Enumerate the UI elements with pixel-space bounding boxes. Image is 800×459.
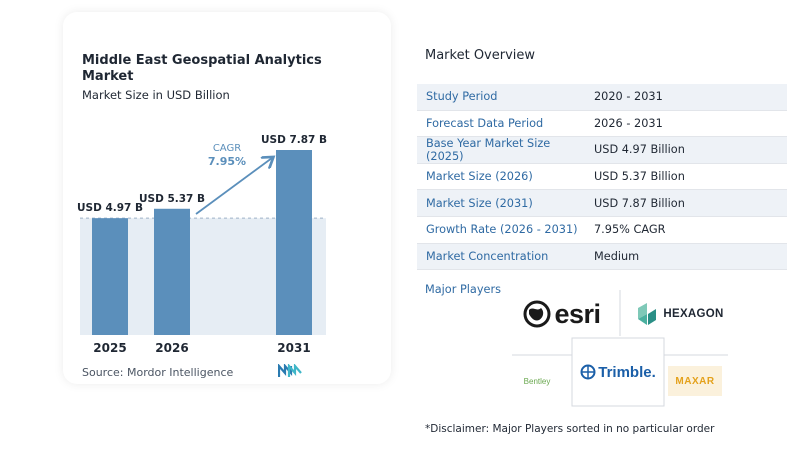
trimble-logo: Trimble. (574, 360, 662, 384)
trimble-wordmark: Trimble. (598, 363, 656, 381)
overview-row: Study Period 2020 - 2031 (417, 84, 787, 111)
hexagon-logo: HEXAGON (632, 300, 728, 328)
cagr-label: CAGR (213, 143, 241, 154)
major-players-label: Major Players (425, 283, 501, 296)
overview-row: Market Concentration Medium (417, 243, 787, 271)
overview-label: Market Size (2031) (426, 196, 533, 210)
overview-value: 2020 - 2031 (594, 90, 663, 104)
overview-value: USD 5.37 Billion (594, 170, 685, 184)
chart-subtitle: Market Size in USD Billion (82, 88, 230, 102)
bar-2031 (276, 150, 312, 335)
data-label-2025: USD 4.97 B (77, 202, 143, 214)
overview-row: Base Year Market Size (2025) USD 4.97 Bi… (417, 137, 787, 164)
chart-title: Middle East Geospatial Analytics Market (82, 53, 322, 84)
data-label-2026: USD 5.37 B (139, 193, 205, 205)
cagr-arrow (195, 158, 272, 215)
overview-value: 7.95% CAGR (594, 223, 666, 237)
overview-label: Base Year Market Size (2025) (426, 136, 551, 163)
disclaimer-text: *Disclaimer: Major Players sorted in no … (425, 423, 715, 435)
hexagon-wordmark: HEXAGON (663, 308, 724, 320)
overview-label: Growth Rate (2026 - 2031) (426, 223, 578, 237)
bar-2025 (92, 218, 128, 335)
x-tick-2026: 2026 (155, 341, 188, 355)
globe-icon (523, 300, 551, 328)
overview-value: USD 7.87 Billion (594, 196, 685, 210)
overview-row: Market Size (2026) USD 5.37 Billion (417, 164, 787, 191)
hexagon-icon (638, 303, 657, 325)
overview-row: Forecast Data Period 2026 - 2031 (417, 111, 787, 138)
market-overview-table: Study Period 2020 - 2031 Forecast Data P… (417, 84, 787, 271)
overview-label: Forecast Data Period (426, 116, 544, 130)
x-tick-2025: 2025 (93, 341, 126, 355)
overview-label: Study Period (426, 90, 498, 104)
bentley-wordmark: Bentley (523, 376, 551, 386)
data-label-2031: USD 7.87 B (261, 134, 327, 146)
esri-wordmark: esri (554, 298, 601, 329)
overview-value: USD 4.97 Billion (594, 143, 685, 157)
overview-label: Market Size (2026) (426, 170, 533, 184)
bar-2026 (154, 208, 190, 335)
trimble-globe-icon (580, 364, 596, 380)
overview-value: Medium (594, 249, 640, 263)
esri-logo: esri (512, 294, 612, 334)
cagr-value: 7.95% (208, 155, 246, 168)
source-text: Source: Mordor Intelligence (82, 366, 234, 379)
overview-label: Market Concentration (426, 249, 549, 263)
overview-value: 2026 - 2031 (594, 116, 663, 130)
bentley-logo: Bentley (514, 372, 560, 390)
overview-row: Market Size (2031) USD 7.87 Billion (417, 190, 787, 217)
market-overview-title: Market Overview (425, 48, 536, 63)
maxar-logo: MAXAR (668, 366, 722, 396)
x-tick-2031: 2031 (277, 341, 310, 355)
maxar-wordmark: MAXAR (675, 375, 715, 387)
mordor-logo-icon (278, 364, 302, 377)
overview-row: Growth Rate (2026 - 2031) 7.95% CAGR (417, 217, 787, 244)
